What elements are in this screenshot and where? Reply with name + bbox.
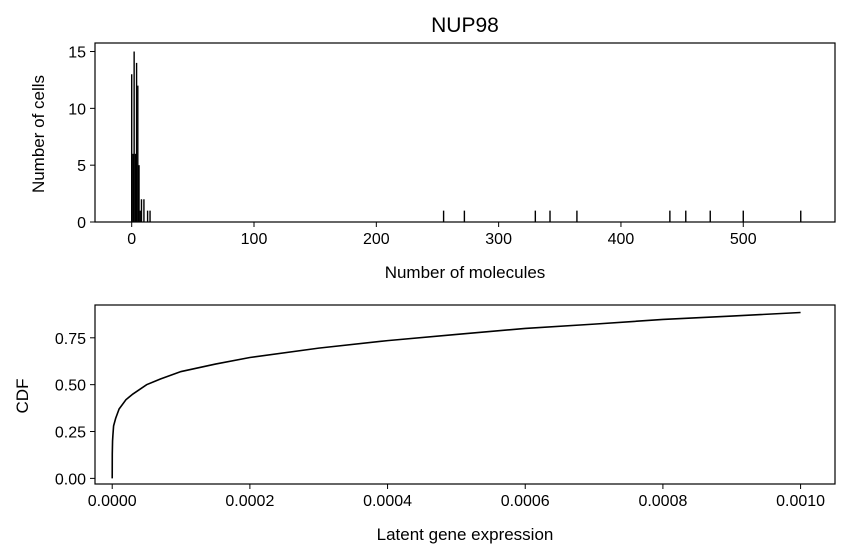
x-tick-label: 0 bbox=[127, 231, 136, 248]
histogram-bar bbox=[669, 210, 671, 222]
x-tick-label: 0.0008 bbox=[638, 493, 687, 510]
y-axis-label: Number of cells bbox=[29, 75, 48, 193]
histogram-bar bbox=[576, 210, 578, 222]
histogram-bar bbox=[130, 74, 133, 222]
histogram-bar bbox=[800, 210, 802, 222]
x-axis-label: Number of molecules bbox=[385, 263, 546, 282]
y-axis-ticks: 0 5 10 15 bbox=[68, 45, 95, 232]
cdf-line bbox=[111, 311, 801, 479]
x-tick-label: 400 bbox=[608, 231, 635, 248]
x-tick-label: 0.0010 bbox=[776, 493, 825, 510]
histogram-bar bbox=[133, 51, 135, 223]
histogram-bar bbox=[139, 210, 141, 222]
histogram-bar bbox=[140, 199, 143, 222]
x-axis-ticks: 0.0000 0.0002 0.0004 0.0006 0.0008 0.0010 bbox=[88, 484, 825, 510]
histogram-bar bbox=[463, 210, 466, 222]
x-tick-label: 500 bbox=[730, 231, 757, 248]
x-tick-label: 0.0006 bbox=[501, 493, 550, 510]
x-tick-label: 100 bbox=[241, 231, 268, 248]
y-tick-label: 0.00 bbox=[55, 471, 86, 488]
histogram-panel: NUP98 0 100 200 300 400 500 0 5 10 15 Number of … bbox=[29, 14, 836, 282]
y-axis-ticks: 0.00 0.25 0.50 0.75 bbox=[55, 331, 95, 488]
x-axis-ticks: 0 100 200 300 400 500 bbox=[127, 222, 757, 248]
histogram-bar bbox=[534, 210, 537, 222]
histogram-bar bbox=[146, 210, 149, 222]
x-tick-label: 300 bbox=[485, 231, 512, 248]
histogram-bar bbox=[549, 210, 551, 222]
histogram-bar bbox=[132, 153, 134, 222]
y-tick-label: 5 bbox=[77, 158, 86, 175]
chart-title: NUP98 bbox=[431, 14, 499, 37]
histogram-bars bbox=[130, 51, 802, 223]
x-axis-label: Latent gene expression bbox=[377, 525, 554, 544]
histogram-bar bbox=[709, 210, 711, 222]
y-tick-label: 0 bbox=[77, 215, 86, 232]
histogram-bar bbox=[138, 165, 140, 222]
y-tick-label: 15 bbox=[68, 45, 86, 62]
histogram-bar bbox=[685, 210, 687, 222]
y-tick-label: 0.25 bbox=[55, 425, 86, 442]
y-tick-label: 0.50 bbox=[55, 378, 86, 395]
y-axis-label: CDF bbox=[13, 379, 32, 414]
x-tick-label: 200 bbox=[363, 231, 390, 248]
histogram-bar bbox=[143, 199, 145, 222]
histogram-bar bbox=[149, 210, 151, 222]
x-tick-label: 0.0000 bbox=[88, 493, 137, 510]
histogram-bar bbox=[134, 153, 137, 222]
x-tick-label: 0.0004 bbox=[363, 493, 412, 510]
cdf-panel: 0.0000 0.0002 0.0004 0.0006 0.0008 0.0010 0.0… bbox=[13, 304, 836, 544]
histogram-bar bbox=[137, 85, 139, 222]
histogram-bar bbox=[742, 210, 744, 222]
histogram-bar bbox=[135, 62, 138, 223]
x-tick-label: 0.0002 bbox=[225, 493, 274, 510]
y-tick-label: 10 bbox=[68, 101, 86, 118]
plot-frame bbox=[94, 42, 836, 223]
y-tick-label: 0.75 bbox=[55, 331, 86, 348]
histogram-bar bbox=[442, 210, 445, 222]
plot-frame bbox=[94, 304, 836, 485]
